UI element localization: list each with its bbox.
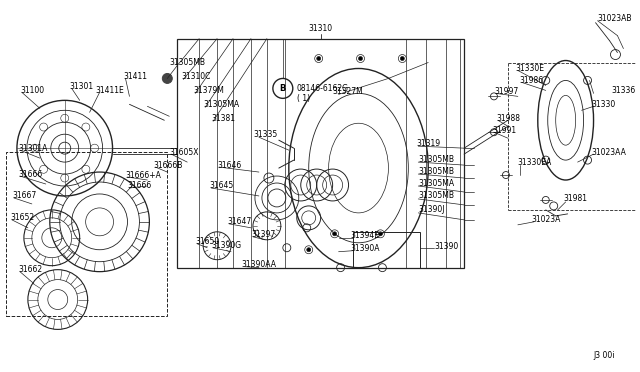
Text: 31411: 31411 bbox=[124, 72, 147, 81]
Text: 31605X: 31605X bbox=[170, 148, 199, 157]
Text: 31023A: 31023A bbox=[532, 215, 561, 224]
Circle shape bbox=[165, 77, 170, 80]
Text: 31647: 31647 bbox=[227, 217, 252, 226]
Text: 31981: 31981 bbox=[564, 195, 588, 203]
Text: J3 00i: J3 00i bbox=[593, 351, 615, 360]
Text: 31652: 31652 bbox=[10, 214, 34, 222]
Text: 31666: 31666 bbox=[127, 182, 152, 190]
Text: 31662: 31662 bbox=[18, 265, 42, 274]
Text: 31301A: 31301A bbox=[18, 144, 47, 153]
Text: 31336: 31336 bbox=[611, 86, 636, 95]
Text: 31330: 31330 bbox=[591, 100, 616, 109]
Text: 31023AB: 31023AB bbox=[598, 14, 632, 23]
Circle shape bbox=[358, 57, 362, 61]
Text: 31666+A: 31666+A bbox=[125, 170, 161, 180]
Text: 31394E: 31394E bbox=[351, 231, 380, 240]
Text: 31666: 31666 bbox=[18, 170, 42, 179]
Text: 31310C: 31310C bbox=[181, 72, 211, 81]
Text: 31301: 31301 bbox=[70, 82, 94, 91]
Text: 31330E: 31330E bbox=[516, 64, 545, 73]
Text: 31988: 31988 bbox=[496, 114, 520, 123]
Text: 31986: 31986 bbox=[520, 76, 544, 85]
Text: 31327M: 31327M bbox=[333, 87, 364, 96]
Text: 31390G: 31390G bbox=[211, 241, 241, 250]
Text: 31667: 31667 bbox=[12, 192, 36, 201]
Text: 31305MB: 31305MB bbox=[419, 192, 454, 201]
Text: 31411E: 31411E bbox=[95, 86, 124, 95]
Circle shape bbox=[163, 73, 172, 83]
Text: 31390A: 31390A bbox=[351, 244, 380, 253]
Circle shape bbox=[401, 57, 404, 61]
Text: 31023AA: 31023AA bbox=[591, 148, 627, 157]
Text: 31305MA: 31305MA bbox=[203, 100, 239, 109]
Text: 31646: 31646 bbox=[217, 161, 241, 170]
Text: 31381: 31381 bbox=[211, 114, 235, 123]
Text: 31997: 31997 bbox=[494, 87, 518, 96]
Text: ( 1): ( 1) bbox=[297, 94, 310, 103]
Text: 31305MB: 31305MB bbox=[419, 155, 454, 164]
Text: 31305MB: 31305MB bbox=[419, 167, 454, 176]
Text: 31330EA: 31330EA bbox=[518, 158, 552, 167]
Text: 31100: 31100 bbox=[20, 86, 44, 95]
Bar bbox=[353, 232, 420, 268]
Text: 31305MA: 31305MA bbox=[419, 179, 454, 187]
Text: 31397: 31397 bbox=[251, 230, 275, 239]
Text: 31335: 31335 bbox=[253, 130, 277, 139]
Text: 31666B: 31666B bbox=[154, 161, 183, 170]
Text: 31390: 31390 bbox=[434, 242, 458, 251]
Text: 08146-6162G: 08146-6162G bbox=[297, 84, 349, 93]
Text: 31390J: 31390J bbox=[419, 205, 445, 214]
Text: 31305MB: 31305MB bbox=[170, 58, 205, 67]
Text: 31319: 31319 bbox=[416, 139, 440, 148]
Text: 31390AA: 31390AA bbox=[241, 260, 276, 269]
Circle shape bbox=[307, 248, 310, 252]
Text: 31650: 31650 bbox=[195, 237, 220, 246]
Text: 31645: 31645 bbox=[209, 182, 234, 190]
Circle shape bbox=[333, 232, 337, 236]
Bar bbox=[6, 152, 167, 317]
Text: 31379M: 31379M bbox=[193, 86, 224, 95]
Text: B: B bbox=[280, 84, 286, 93]
Text: 31310: 31310 bbox=[308, 24, 333, 33]
Circle shape bbox=[317, 57, 321, 61]
Bar bbox=[177, 39, 464, 268]
Circle shape bbox=[378, 232, 383, 236]
Text: 31991: 31991 bbox=[492, 126, 516, 135]
